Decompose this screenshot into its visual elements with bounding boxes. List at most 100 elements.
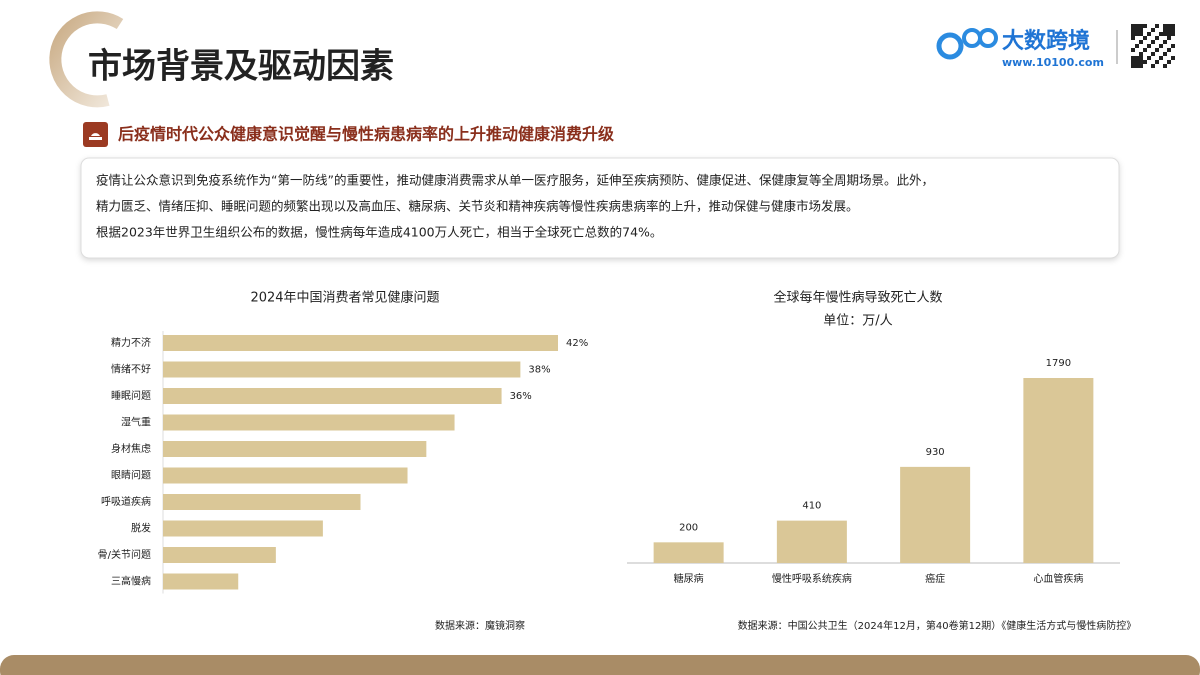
category-label: 糖尿病 <box>674 572 704 585</box>
qr-cell <box>1151 40 1155 44</box>
qr-cell <box>1171 28 1175 32</box>
qr-cell <box>1151 28 1155 32</box>
bar <box>163 547 276 563</box>
qr-cell <box>1135 28 1139 32</box>
qr-cell <box>1143 48 1147 52</box>
title-ornament <box>49 11 124 108</box>
qr-cell <box>1159 56 1163 60</box>
bar <box>776 520 847 563</box>
bar <box>163 441 427 457</box>
qr-cell <box>1163 24 1167 28</box>
category-label: 情绪不好 <box>111 363 151 376</box>
section-icon-glyph <box>89 133 102 140</box>
paragraph-line: 精力匮乏、情绪压抑、睡眠问题的频繁出现以及高血压、糖尿病、关节炎和精神疾病等慢性… <box>96 199 859 214</box>
value-label: 36% <box>510 391 532 402</box>
bar <box>163 467 408 484</box>
qr-cell <box>1139 52 1143 56</box>
qr-cell <box>1171 44 1175 48</box>
qr-cell <box>1159 44 1163 48</box>
qr-cell <box>1139 40 1143 44</box>
qr-cell <box>1163 28 1167 32</box>
page-title: 市场背景及驱动因素 <box>88 47 394 87</box>
qr-cell <box>1147 44 1151 48</box>
qr-code <box>1131 24 1175 68</box>
bar <box>163 388 502 404</box>
qr-cell <box>1131 60 1135 64</box>
bar <box>653 542 724 563</box>
bar <box>163 520 323 537</box>
chart-title: 2024年中国消费者常见健康问题 <box>250 290 439 306</box>
chart-source: 数据来源：中国公共卫生（2024年12月，第40卷第12期）《健康生活方式与慢性… <box>738 619 1137 632</box>
value-label: 42% <box>566 338 588 349</box>
qr-cell <box>1139 28 1143 32</box>
qr-cell <box>1143 24 1147 28</box>
qr-cell <box>1167 28 1171 32</box>
qr-cell <box>1131 36 1135 40</box>
qr-cell <box>1171 56 1175 60</box>
qr-cell <box>1155 60 1159 64</box>
qr-cell <box>1131 48 1135 52</box>
value-label: 38% <box>528 365 550 376</box>
qr-cell <box>1159 32 1163 36</box>
qr-cell <box>1155 24 1159 28</box>
section-heading: 后疫情时代公众健康意识觉醒与慢性病患病率的上升推动健康消费升级 <box>118 125 615 144</box>
category-label: 三高慢病 <box>111 575 151 588</box>
qr-cell <box>1143 36 1147 40</box>
category-label: 脱发 <box>131 522 151 535</box>
qr-cell <box>1131 64 1135 68</box>
bar <box>163 361 521 378</box>
qr-cell <box>1163 64 1167 68</box>
footer-band <box>0 655 1200 675</box>
bar <box>163 494 361 510</box>
bar <box>1023 378 1094 563</box>
qr-cell <box>1171 24 1175 28</box>
bar <box>900 466 971 563</box>
qr-cell <box>1131 24 1135 28</box>
qr-cell <box>1147 32 1151 36</box>
qr-cell <box>1155 48 1159 52</box>
category-label: 身材焦虑 <box>111 442 151 455</box>
chart-source: 数据来源：魔镜洞察 <box>435 619 525 632</box>
qr-cell <box>1135 56 1139 60</box>
qr-cell <box>1167 60 1171 64</box>
category-label: 湿气重 <box>121 416 151 429</box>
qr-cell <box>1167 24 1171 28</box>
qr-cell <box>1139 56 1143 60</box>
qr-cell <box>1151 52 1155 56</box>
qr-cell <box>1131 56 1135 60</box>
qr-cell <box>1139 64 1143 68</box>
text-box <box>80 157 1120 259</box>
qr-cell <box>1135 24 1139 28</box>
value-label: 930 <box>926 447 945 458</box>
qr-cell <box>1139 60 1143 64</box>
qr-cell <box>1163 52 1167 56</box>
qr-cell <box>1167 32 1171 36</box>
logo <box>936 28 998 60</box>
qr-cell <box>1135 32 1139 36</box>
category-label: 精力不济 <box>111 336 151 349</box>
qr-cell <box>1171 32 1175 36</box>
paragraph-line: 疫情让公众意识到免疫系统作为“第一防线”的重要性，推动健康消费需求从单一医疗服务… <box>96 173 934 188</box>
category-label: 骨/关节问题 <box>98 548 151 561</box>
category-label: 慢性呼吸系统疾病 <box>772 572 852 585</box>
qr-cell <box>1135 64 1139 68</box>
category-label: 癌症 <box>925 572 945 585</box>
qr-cell <box>1163 32 1167 36</box>
qr-cell <box>1139 32 1143 36</box>
bar <box>163 335 558 351</box>
brand-url: www.10100.com <box>1002 56 1104 69</box>
bar <box>163 414 455 431</box>
qr-cell <box>1155 36 1159 40</box>
category-label: 睡眠问题 <box>111 389 151 402</box>
chart-subtitle: 单位：万/人 <box>823 314 892 329</box>
qr-cell <box>1131 28 1135 32</box>
qr-cell <box>1135 44 1139 48</box>
value-label: 410 <box>802 501 821 512</box>
category-label: 呼吸道疾病 <box>101 495 151 508</box>
category-label: 心血管疾病 <box>1033 572 1083 585</box>
qr-cell <box>1151 64 1155 68</box>
category-label: 眼睛问题 <box>111 469 151 482</box>
paragraph-line: 根据2023年世界卫生组织公布的数据，慢性病每年造成4100万人死亡，相当于全球… <box>96 225 662 240</box>
